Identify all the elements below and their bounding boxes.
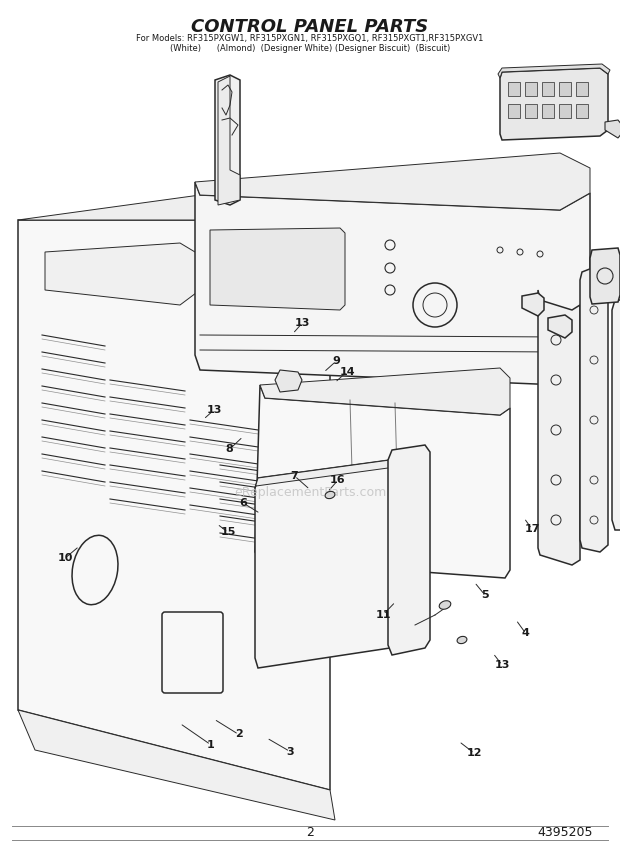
Bar xyxy=(576,104,588,118)
Bar xyxy=(525,82,537,96)
Polygon shape xyxy=(18,710,335,820)
Bar xyxy=(559,104,571,118)
Text: 8: 8 xyxy=(226,444,233,455)
Bar xyxy=(542,82,554,96)
Bar xyxy=(508,82,520,96)
Polygon shape xyxy=(255,460,398,488)
Polygon shape xyxy=(500,68,608,140)
Text: (White)      (Almond)  (Designer White) (Designer Biscuit)  (Biscuit): (White) (Almond) (Designer White) (Desig… xyxy=(170,44,450,53)
Text: 2: 2 xyxy=(306,827,314,840)
Text: 15: 15 xyxy=(221,527,236,538)
Text: 17: 17 xyxy=(525,524,539,534)
Bar xyxy=(559,82,571,96)
Bar xyxy=(542,104,554,118)
Polygon shape xyxy=(522,293,544,316)
Polygon shape xyxy=(548,315,572,338)
Text: 14: 14 xyxy=(339,366,355,377)
Text: 6: 6 xyxy=(240,498,247,508)
Text: 13: 13 xyxy=(495,660,510,670)
Text: 4: 4 xyxy=(522,628,529,639)
Polygon shape xyxy=(218,76,240,205)
Text: For Models: RF315PXGW1, RF315PXGN1, RF315PXGQ1, RF315PXGT1,RF315PXGV1: For Models: RF315PXGW1, RF315PXGN1, RF31… xyxy=(136,34,484,43)
Polygon shape xyxy=(538,290,580,565)
Polygon shape xyxy=(45,243,200,305)
Polygon shape xyxy=(612,300,620,530)
Text: 1: 1 xyxy=(207,740,215,750)
Text: 3: 3 xyxy=(286,746,294,757)
Text: 5: 5 xyxy=(481,590,489,600)
Polygon shape xyxy=(195,153,590,210)
Ellipse shape xyxy=(439,601,451,609)
Bar xyxy=(508,104,520,118)
Polygon shape xyxy=(255,460,398,668)
Polygon shape xyxy=(605,120,620,138)
Text: 13: 13 xyxy=(295,318,310,328)
Polygon shape xyxy=(18,195,330,295)
Polygon shape xyxy=(498,64,610,78)
Text: 7: 7 xyxy=(291,471,298,481)
Ellipse shape xyxy=(457,636,467,644)
Bar xyxy=(576,82,588,96)
Polygon shape xyxy=(195,182,590,385)
Polygon shape xyxy=(388,445,430,655)
Text: CONTROL PANEL PARTS: CONTROL PANEL PARTS xyxy=(192,18,428,36)
Text: 4395205: 4395205 xyxy=(538,827,593,840)
Text: 16: 16 xyxy=(330,475,346,485)
Polygon shape xyxy=(275,370,302,392)
Polygon shape xyxy=(260,368,510,415)
Text: 11: 11 xyxy=(375,609,391,620)
Text: 10: 10 xyxy=(58,553,73,563)
Text: 2: 2 xyxy=(235,729,242,740)
Polygon shape xyxy=(590,248,620,304)
Text: eReplacementParts.com: eReplacementParts.com xyxy=(234,485,386,498)
Ellipse shape xyxy=(325,491,335,498)
Polygon shape xyxy=(18,220,330,790)
Polygon shape xyxy=(210,228,345,310)
Polygon shape xyxy=(255,385,510,578)
Text: 12: 12 xyxy=(467,748,482,758)
Text: 9: 9 xyxy=(332,356,340,366)
Polygon shape xyxy=(580,265,608,552)
Bar xyxy=(525,104,537,118)
Polygon shape xyxy=(215,75,240,205)
Text: 13: 13 xyxy=(206,405,221,415)
